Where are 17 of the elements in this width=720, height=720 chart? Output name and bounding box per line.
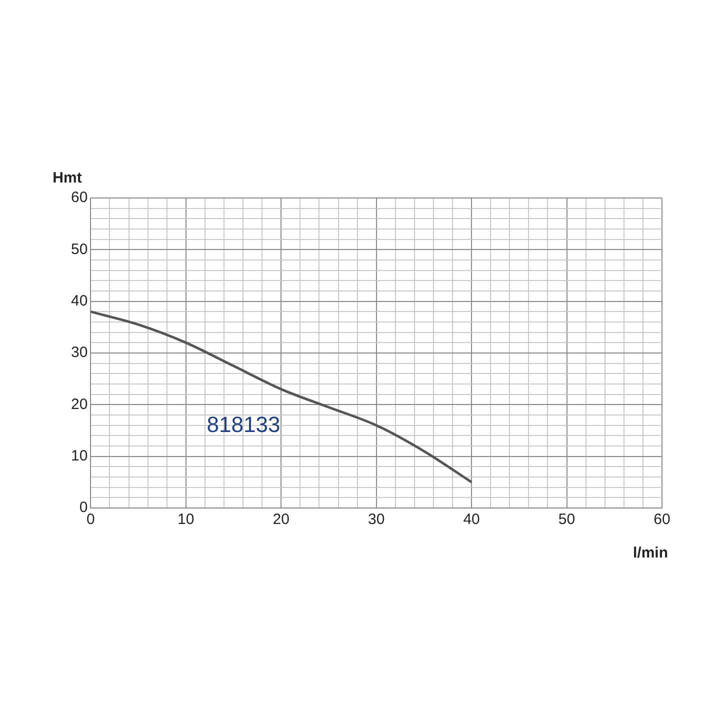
y-tick-label: 20 [70,396,88,413]
y-tick-label: 60 [70,189,88,206]
y-tick-label: 40 [70,292,88,310]
y-tick-label: 50 [70,240,88,258]
series-label: 818133 [206,412,280,437]
x-tick-label: 10 [178,511,194,528]
x-tick-label: 40 [463,511,480,528]
x-tick-label: 30 [368,511,385,528]
y-tick-label: 0 [79,499,88,516]
y-tick-label: 30 [70,344,88,362]
x-tick-label: 20 [272,511,290,528]
line-series [90,310,473,484]
x-axis-title: l/min [632,544,668,562]
x-tick-label: 50 [558,511,576,528]
y-tick-label: 10 [70,447,88,464]
x-tick-label: 60 [654,511,670,528]
y-axis-title: Hmt [52,170,82,187]
